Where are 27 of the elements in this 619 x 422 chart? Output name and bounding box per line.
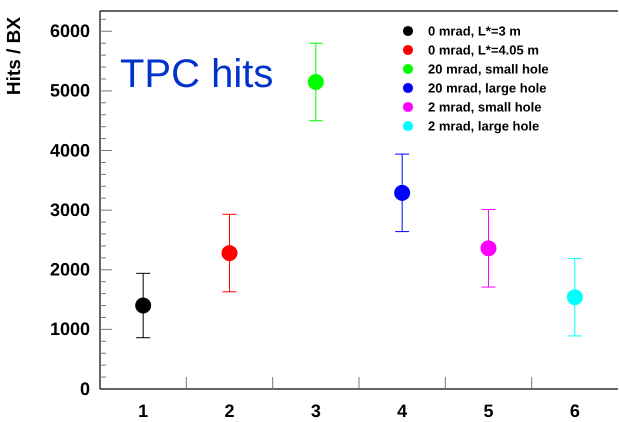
- y-tick-label: 3000: [50, 200, 90, 220]
- legend-label: 20 mrad, small hole: [428, 62, 549, 77]
- point: [135, 298, 152, 314]
- y-tick-label: 2000: [50, 260, 90, 280]
- text: TPC hits: [120, 52, 274, 96]
- y-tick-label: 5000: [50, 80, 90, 101]
- point: [394, 184, 410, 201]
- legend-label: 20 mrad, large hole: [428, 80, 546, 96]
- point: [566, 289, 583, 306]
- x-tick-label: 6: [570, 401, 580, 422]
- x-tick-label: 2: [224, 401, 235, 422]
- point: [480, 240, 496, 256]
- x-tick-label: 1: [138, 401, 148, 422]
- y-tick-label: 1000: [50, 319, 90, 340]
- x-tick-label: 4: [397, 401, 408, 422]
- point: [308, 74, 324, 90]
- legend-label: 0 mrad, L*=4.05 m: [428, 42, 539, 58]
- x-tick-label: 5: [483, 401, 494, 422]
- legend-label: 2 mrad, large hole: [428, 118, 540, 134]
- x-tick-label: 3: [310, 401, 321, 422]
- y-tick-label: 6000: [50, 21, 90, 42]
- point: [222, 245, 238, 262]
- legend-label: 0 mrad, L*=3 m: [428, 24, 521, 39]
- y-tick-label: 0: [80, 378, 90, 399]
- y-tick-label: 4000: [50, 140, 90, 160]
- legend-label: 2 mrad, small hole: [428, 100, 542, 115]
- y-axis-title: Hits / BX: [4, 16, 25, 96]
